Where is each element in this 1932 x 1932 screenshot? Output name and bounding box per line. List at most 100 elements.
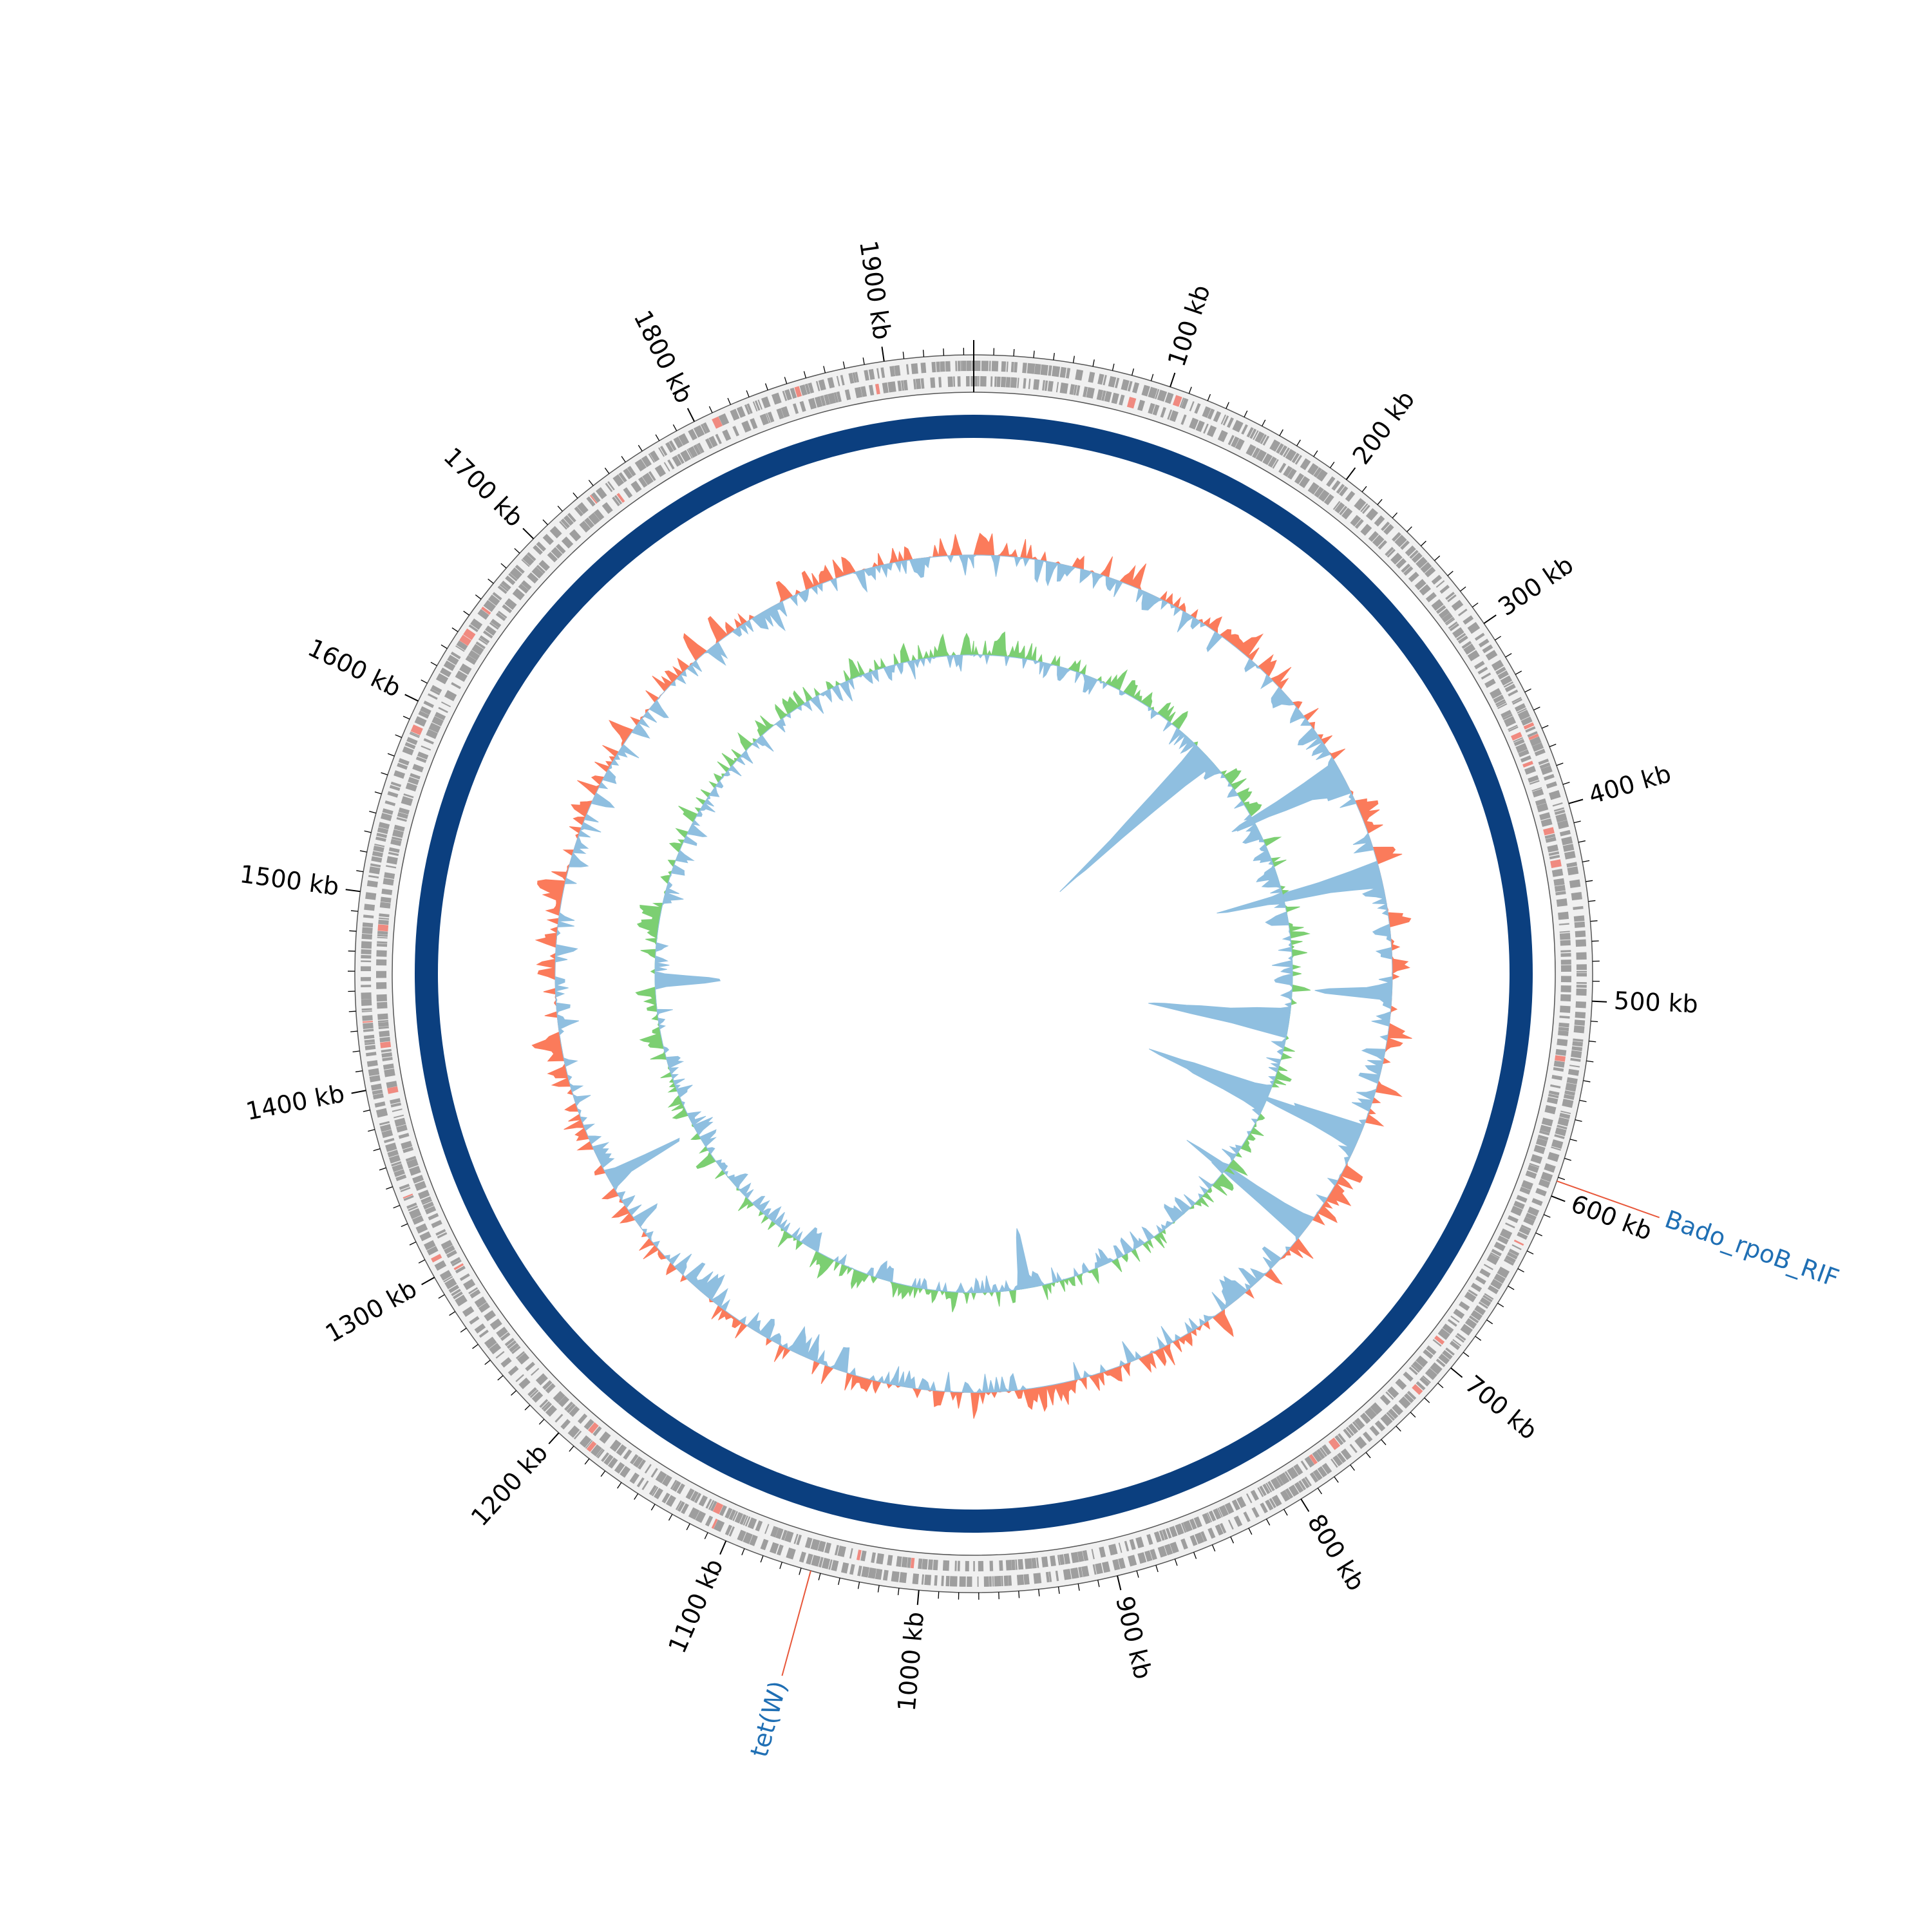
cds-feature (1108, 1544, 1118, 1556)
cds-feature (1571, 1050, 1582, 1059)
cds-feature (1227, 1519, 1234, 1530)
cds-feature (361, 1010, 372, 1012)
cds-feature (376, 832, 388, 838)
cds-feature (1437, 1328, 1450, 1340)
cds-feature (1559, 931, 1570, 933)
cds-feature (1352, 1421, 1361, 1431)
cds-feature (927, 1559, 933, 1570)
cds-feature (695, 1510, 706, 1523)
cds-feature (1378, 540, 1388, 550)
cds-feature (463, 628, 476, 640)
minor-tick (1150, 374, 1154, 381)
minor-tick (1564, 1157, 1571, 1161)
cds-feature (386, 856, 398, 865)
cds-feature (1339, 486, 1349, 497)
minor-tick (638, 444, 643, 451)
cds-feature (1539, 812, 1551, 820)
cds-feature (447, 654, 459, 665)
cds-feature (426, 729, 438, 739)
cds-feature (705, 1515, 714, 1527)
cds-feature (484, 1310, 497, 1321)
cds-feature (396, 817, 407, 822)
cds-feature (361, 977, 372, 981)
cds-feature (1312, 1469, 1323, 1481)
cds-feature (741, 421, 752, 433)
cds-feature (1555, 1127, 1567, 1137)
cds-feature (372, 1093, 384, 1100)
cds-feature (1456, 632, 1466, 641)
cds-feature (1558, 1022, 1569, 1028)
cds-feature (443, 660, 456, 671)
cds-feature (1540, 1124, 1551, 1133)
cds-feature (1056, 382, 1059, 393)
minor-tick (1317, 1488, 1322, 1495)
cds-feature (1497, 670, 1509, 680)
cds-feature (363, 914, 374, 919)
minor-tick (1541, 724, 1549, 729)
minor-tick (584, 1458, 590, 1465)
cds-feature (591, 1444, 602, 1457)
cds-feature (1560, 994, 1571, 1001)
cds-feature (1083, 386, 1088, 397)
cds-feature (840, 375, 845, 386)
cds-feature (1374, 1420, 1386, 1432)
cds-feature (648, 453, 655, 463)
cds-feature (833, 392, 838, 403)
cds-feature (1511, 697, 1522, 703)
cds-feature (379, 1121, 390, 1126)
cds-feature (577, 1413, 588, 1425)
cds-feature (992, 1576, 994, 1587)
cds-feature (1558, 911, 1569, 920)
cds-feature (1075, 369, 1084, 381)
cds-feature (754, 400, 761, 411)
minor-tick (600, 1470, 606, 1477)
minor-tick (1508, 1285, 1515, 1291)
annotation-leader-line (781, 1570, 811, 1676)
cds-feature (1571, 891, 1582, 901)
cds-feature (448, 1284, 460, 1294)
cds-feature (945, 1576, 950, 1587)
cds-feature (967, 1576, 972, 1587)
cds-feature (423, 700, 435, 708)
minor-tick (1578, 840, 1586, 843)
cds-feature (1495, 699, 1506, 706)
cds-feature (1215, 1524, 1224, 1536)
cds-feature (1006, 361, 1009, 372)
minor-tick (1377, 498, 1383, 506)
coordinate-ticks (345, 340, 1607, 1605)
cds-feature (1392, 1403, 1403, 1416)
cds-feature (945, 361, 951, 372)
minor-tick (1589, 1040, 1596, 1043)
cds-feature (1502, 714, 1513, 721)
minor-tick (386, 1186, 393, 1190)
cds-feature (1500, 675, 1513, 686)
minor-tick (1283, 1509, 1288, 1516)
cds-feature (388, 847, 400, 853)
cds-feature (693, 444, 701, 455)
cds-feature (592, 1426, 602, 1437)
cds-feature (1300, 1460, 1309, 1470)
cds-feature (596, 487, 607, 500)
cds-feature (584, 517, 595, 529)
cds-feature (1474, 1305, 1486, 1316)
cds-feature (1442, 1323, 1454, 1334)
cds-feature (1551, 1146, 1562, 1151)
cds-feature (724, 1524, 732, 1536)
cds-feature (1422, 1375, 1431, 1384)
cds-feature (387, 1150, 399, 1158)
cds-feature (749, 1535, 758, 1546)
minor-tick (784, 377, 788, 384)
cds-feature (796, 1534, 802, 1546)
cds-feature (1557, 820, 1569, 829)
cds-feature (588, 513, 600, 526)
cds-feature (941, 1575, 944, 1586)
minor-tick (1334, 1476, 1339, 1483)
cds-feature (868, 384, 875, 396)
major-tick (351, 1090, 366, 1094)
cds-feature (385, 1142, 397, 1152)
cds-feature (545, 1383, 556, 1394)
cds-feature (444, 1245, 455, 1255)
cds-feature (1562, 844, 1575, 852)
tick-label: 1100 kb (663, 1555, 728, 1658)
cds-feature (1126, 397, 1137, 409)
